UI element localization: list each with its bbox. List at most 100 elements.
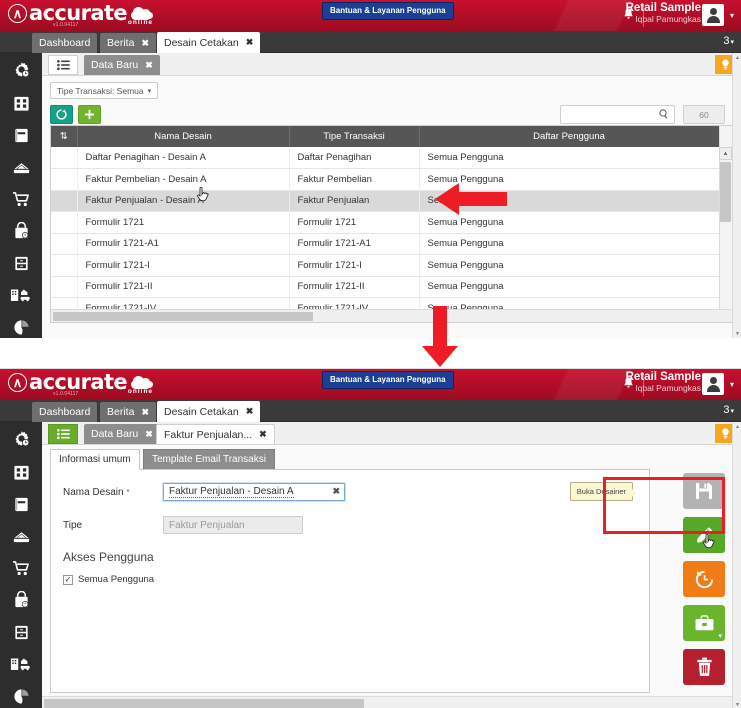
cell-tipe-transaksi: Formulir 1721 [289,211,420,234]
help-support-pill[interactable]: Bantuan & Layanan Pengguna [322,2,454,20]
sidebar-item-inventory[interactable] [0,616,42,648]
close-icon[interactable]: ✖ [145,428,153,439]
sidebar-item-assets[interactable] [0,279,42,311]
toolbox-button[interactable]: ▾ [683,605,725,641]
nama-desain-input[interactable]: Faktur Penjualan - Desain A ✖ [163,483,345,501]
app-logo[interactable]: ∧ accurate v1.0.04117 online [8,371,154,397]
clear-icon[interactable]: ✖ [332,486,340,496]
table-row[interactable]: Faktur Pembelian - Desain A Faktur Pembel… [51,168,732,191]
close-icon[interactable]: ✖ [245,406,254,416]
user-menu-caret[interactable]: ▾ [729,380,734,389]
user-avatar-icon[interactable] [702,4,724,26]
menu-dot-icon[interactable] [146,12,153,19]
column-tipe-transaksi[interactable]: Tipe Transaksi [289,126,420,147]
bell-icon[interactable] [623,8,634,22]
close-icon[interactable]: ✖ [259,429,267,439]
window-scrollbar-right[interactable]: ▲ ▼ [732,53,741,338]
tab-template-email-transaksi[interactable]: Template Email Transaksi [143,449,275,470]
column-sort-toggle[interactable]: ⇅ [51,126,78,147]
sidebar-item-settings[interactable] [0,53,42,87]
sidebar-item-purchase[interactable] [0,584,42,616]
user-info[interactable]: Retail Sample Iqbal Pamungkas [626,371,701,394]
chevron-down-icon[interactable]: ▾ [718,633,722,640]
tab-berita[interactable]: Berita ✖ [100,33,156,53]
table-vertical-scrollbar[interactable]: ▲ ▼ [719,126,732,322]
column-nama-desain[interactable]: Nama Desain [77,126,290,147]
table-row[interactable]: Formulir 1721-A1 Formulir 1721-A1 Semua Pe… [51,233,732,255]
tab-dashboard[interactable]: Dashboard [32,402,98,422]
scroll-up-arrow[interactable]: ▲ [719,147,732,160]
window-scrollbar-right[interactable]: ▲ ▼ [732,422,741,708]
bell-icon[interactable] [623,377,634,391]
close-icon[interactable]: ✖ [141,406,149,417]
tab-counter-value: 3 [723,35,730,47]
label-text: Nama Desain [63,487,124,498]
search-input[interactable] [560,105,675,124]
subtab-data-baru[interactable]: Data Baru ✖ [84,424,160,444]
menu-dot-icon[interactable] [146,381,153,388]
table-row[interactable]: Formulir 1721-I Formulir 1721-I Semua Peng… [51,254,732,277]
history-button[interactable] [683,561,725,597]
app-logo[interactable]: ∧ accurate v1.0.04117 online [8,2,154,28]
tab-counter[interactable]: 3▾ [723,35,734,47]
table-row[interactable]: Faktur Penjualan - Desain A Faktur Penjua… [51,190,732,212]
tab-berita[interactable]: Berita ✖ [100,402,156,422]
lightbulb-icon[interactable] [715,55,735,74]
close-icon[interactable]: ✖ [245,37,254,47]
table-horizontal-scrollbar[interactable] [51,309,732,322]
sidebar-item-ledger[interactable] [0,488,42,520]
scroll-down-arrow[interactable]: ▼ [735,701,740,708]
required-marker: * [126,488,130,497]
sidebar-item-cash[interactable] [0,520,42,552]
user-avatar-icon[interactable] [702,373,724,395]
user-menu-caret[interactable]: ▾ [729,11,734,20]
sidebar-item-settings[interactable] [0,422,42,456]
table-row[interactable]: Formulir 1721 Formulir 1721 Semua Pengguna [51,211,732,234]
subtab-faktur-penjualan[interactable]: Faktur Penjualan... ✖ [156,424,275,444]
tab-informasi-umum[interactable]: Informasi umum [50,449,140,470]
window-body: Data Baru ✖ Tipe Transaksi: Semua ▾ [0,53,741,338]
sidebar-item-reports[interactable] [0,680,42,708]
user-info[interactable]: Retail Sample Iqbal Pamungkas [626,2,701,25]
table-row[interactable]: Daftar Penagihan - Desain A Daftar Penagi… [51,147,732,169]
close-icon[interactable]: ✖ [141,37,149,48]
sidebar-item-company[interactable] [0,456,42,488]
checkbox[interactable]: ✓ [63,574,73,585]
sidebar-item-purchase[interactable] [0,215,42,247]
sidebar-item-ledger[interactable] [0,119,42,151]
hscroll-thumb[interactable] [44,699,364,708]
tab-desain-cetakan[interactable]: Desain Cetakan ✖ [157,401,261,422]
scroll-up-arrow[interactable]: ▲ [735,423,740,430]
hscroll-thumb[interactable] [53,312,313,321]
form-horizontal-scrollbar[interactable] [42,696,741,708]
lightbulb-icon[interactable] [715,424,735,443]
semua-pengguna-checkbox-row[interactable]: ✓ Semua Pengguna [63,574,154,585]
tab-desain-cetakan[interactable]: Desain Cetakan ✖ [157,32,261,53]
sidebar-item-cash[interactable] [0,151,42,183]
list-menu-icon[interactable] [48,55,78,75]
filter-label: Tipe Transaksi: Semua [57,85,144,96]
table-row[interactable]: Formulir 1721-II Formulir 1721-II Semua Pe… [51,276,732,298]
help-support-pill[interactable]: Bantuan & Layanan Pengguna [322,371,454,389]
scroll-down-arrow[interactable]: ▼ [735,330,740,337]
sidebar-item-assets[interactable] [0,648,42,680]
tab-counter[interactable]: 3▾ [723,404,734,416]
sidebar-item-sales[interactable] [0,552,42,584]
add-button[interactable] [78,105,101,124]
subtab-data-baru[interactable]: Data Baru ✖ [84,55,160,75]
sidebar-item-inventory[interactable] [0,247,42,279]
close-icon[interactable]: ✖ [145,59,153,70]
tab-dashboard[interactable]: Dashboard [32,33,98,53]
cell-tipe-transaksi: Formulir 1721-II [289,276,420,298]
sidebar-item-sales[interactable] [0,183,42,215]
column-daftar-pengguna[interactable]: Daftar Pengguna [419,126,720,147]
scroll-thumb[interactable] [720,162,731,222]
transaction-type-filter[interactable]: Tipe Transaksi: Semua ▾ [50,82,159,99]
sidebar-item-company[interactable] [0,87,42,119]
sidebar-item-reports[interactable] [0,311,42,338]
list-menu-icon[interactable] [48,424,78,444]
refresh-button[interactable] [50,105,73,124]
scroll-up-arrow[interactable]: ▲ [735,54,740,61]
open-designer-button[interactable] [683,517,725,553]
delete-button[interactable] [683,649,725,685]
